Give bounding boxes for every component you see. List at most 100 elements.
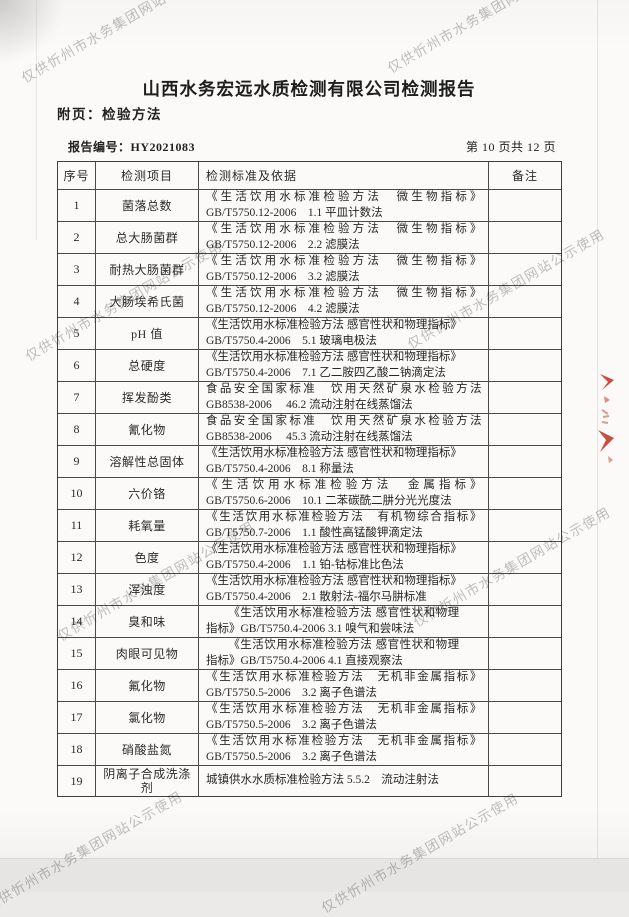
cell-no: 7 [58,382,96,413]
cell-remark [489,478,561,509]
cell-no: 14 [58,606,96,637]
report-number-label: 报告编号： [68,140,131,154]
cell-standard: 《生活饮用水标准检验方法 感官性状和物理指标》 GB/T5750.4-2006 8… [199,446,489,477]
report-number-value: HY2021083 [130,140,196,154]
cell-remark [489,414,561,445]
cell-standard: 食品安全国家标准 饮用天然矿泉水检验方法 GB8538-2006 46.2 流动注… [199,382,489,413]
cell-item: 耐热大肠菌群 [96,254,199,285]
cell-remark [489,542,561,573]
cell-item: 总大肠菌群 [96,222,199,253]
cell-remark [489,510,561,541]
cell-standard: 食品安全国家标准 饮用天然矿泉水检验方法 GB8538-2006 45.3 流动注… [199,414,489,445]
cell-remark [489,382,561,413]
table-row: 4 大肠埃希氏菌 《生活饮用水标准检验方法 微生物指标》 GB/T5750.12-… [58,286,561,318]
cell-standard: 《生活饮用水标准检验方法 感官性状和物理 指标》GB/T5750.4-2006 4… [199,638,489,669]
header-standard: 检测标准及依据 [199,162,489,189]
cell-item: 六价铬 [96,478,199,509]
cell-standard: 《生活饮用水标准检验方法 无机非金属指标》 GB/T5750.5-2006 3.2… [199,670,489,701]
table-row: 10 六价铬 《生活饮用水标准检验方法 金属指标》 GB/T5750.6-2006… [58,478,561,510]
cell-item: 臭和味 [96,606,199,637]
cell-no: 4 [58,286,96,317]
table-row: 11 耗氧量 《生活饮用水标准检验方法 有机物综合指标》 GB/T5750.7-2… [58,510,561,542]
cell-no: 16 [58,670,96,701]
cell-remark [489,190,561,221]
header-no: 序号 [58,162,96,189]
cell-standard: 《生活饮用水标准检验方法 微生物指标》 GB/T5750.12-2006 2.2 … [199,222,489,253]
cell-standard: 《生活饮用水标准检验方法 感官性状和物理指标》 GB/T5750.4-2006 2… [199,574,489,605]
cell-remark [489,574,561,605]
cell-remark [489,222,561,253]
methods-table: 序号 检测项目 检测标准及依据 备注 1 菌落总数 《生活饮用水标准检验方法 微… [57,161,562,797]
cell-item: 氟化物 [96,670,199,701]
cell-standard: 《生活饮用水标准检验方法 无机非金属指标》 GB/T5750.5-2006 3.2… [199,702,489,733]
cell-item: 肉眼可见物 [96,638,199,669]
cell-no: 6 [58,350,96,381]
cell-item: 菌落总数 [96,190,199,221]
cell-remark [489,286,561,317]
table-row: 7 挥发酚类 食品安全国家标准 饮用天然矿泉水检验方法 GB8538-2006 4… [58,382,561,414]
page-indicator: 第 10 页共 12 页 [465,140,556,154]
table-row: 13 浑浊度 《生活饮用水标准检验方法 感官性状和物理指标》 GB/T5750.4… [58,574,561,606]
cell-no: 12 [58,542,96,573]
cell-standard: 《生活饮用水标准检验方法 感官性状和物理 指标》GB/T5750.4-2006 3… [199,606,489,637]
cell-no: 1 [58,190,96,221]
cell-remark [489,446,561,477]
cell-no: 3 [58,254,96,285]
cell-remark [489,766,561,796]
cell-no: 18 [58,734,96,765]
cell-remark [489,734,561,765]
cell-item: 耗氧量 [96,510,199,541]
cell-standard: 《生活饮用水标准检验方法 感官性状和物理指标》 GB/T5750.4-2006 1… [199,542,489,573]
table-row: 2 总大肠菌群 《生活饮用水标准检验方法 微生物指标》 GB/T5750.12-2… [58,222,561,254]
cell-item: 大肠埃希氏菌 [96,286,199,317]
cell-standard: 《生活饮用水标准检验方法 感官性状和物理指标》 GB/T5750.4-2006 5… [199,318,489,349]
table-row: 17 氯化物 《生活饮用水标准检验方法 无机非金属指标》 GB/T5750.5-2… [58,702,561,734]
cell-item: 硝酸盐氮 [96,734,199,765]
table-row: 1 菌落总数 《生活饮用水标准检验方法 微生物指标》 GB/T5750.12-20… [58,190,561,222]
cell-no: 15 [58,638,96,669]
table-row: 14 臭和味 《生活饮用水标准检验方法 感官性状和物理 指标》GB/T5750.4… [58,606,561,638]
cell-no: 10 [58,478,96,509]
cell-no: 2 [58,222,96,253]
cell-no: 11 [58,510,96,541]
paper-crease-right [597,0,598,858]
cell-item: 总硬度 [96,350,199,381]
cell-item: 氯化物 [96,702,199,733]
cell-item: 浑浊度 [96,574,199,605]
cell-standard: 城镇供水水质标准检验方法 5.5.2 流动注射法 [199,766,489,796]
cell-no: 19 [58,766,96,796]
cell-item: 氰化物 [96,414,199,445]
cell-item: pH 值 [96,318,199,349]
cell-remark [489,702,561,733]
attachment-subtitle: 附页：检验方法 [57,107,162,122]
cell-item: 溶解性总固体 [96,446,199,477]
table-row: 6 总硬度 《生活饮用水标准检验方法 感官性状和物理指标》 GB/T5750.4-… [58,350,561,382]
table-row: 3 耐热大肠菌群 《生活饮用水标准检验方法 微生物指标》 GB/T5750.12-… [58,254,561,286]
header-item: 检测项目 [96,162,199,189]
cell-standard: 《生活饮用水标准检验方法 微生物指标》 GB/T5750.12-2006 4.2 … [199,286,489,317]
scan-bottom-edge [0,858,629,892]
table-row: 8 氰化物 食品安全国家标准 饮用天然矿泉水检验方法 GB8538-2006 45… [58,414,561,446]
cell-remark [489,318,561,349]
table-row: 15 肉眼可见物 《生活饮用水标准检验方法 感官性状和物理 指标》GB/T5750… [58,638,561,670]
cell-remark [489,350,561,381]
cell-standard: 《生活饮用水标准检验方法 金属指标》 GB/T5750.6-2006 10.1 二… [199,478,489,509]
cell-no: 17 [58,702,96,733]
cell-item: 阴离子合成洗涤剂 [96,766,199,796]
table-row: 16 氟化物 《生活饮用水标准检验方法 无机非金属指标》 GB/T5750.5-2… [58,670,561,702]
cell-no: 5 [58,318,96,349]
cell-item: 色度 [96,542,199,573]
cell-item: 挥发酚类 [96,382,199,413]
report-number: 报告编号：HY2021083 [68,138,195,155]
cell-standard: 《生活饮用水标准检验方法 感官性状和物理指标》 GB/T5750.4-2006 7… [199,350,489,381]
cell-standard: 《生活饮用水标准检验方法 微生物指标》 GB/T5750.12-2006 1.1 … [199,190,489,221]
cell-remark [489,254,561,285]
cell-no: 13 [58,574,96,605]
table-row: 18 硝酸盐氮 《生活饮用水标准检验方法 无机非金属指标》 GB/T5750.5-… [58,734,561,766]
table-header-row: 序号 检测项目 检测标准及依据 备注 [58,162,561,190]
cell-standard: 《生活饮用水标准检验方法 无机非金属指标》 GB/T5750.5-2006 3.2… [199,734,489,765]
table-row: 12 色度 《生活饮用水标准检验方法 感官性状和物理指标》 GB/T5750.4-… [58,542,561,574]
scanned-paper [0,0,629,858]
cell-remark [489,670,561,701]
table-row: 19 阴离子合成洗涤剂 城镇供水水质标准检验方法 5.5.2 流动注射法 [58,766,561,796]
